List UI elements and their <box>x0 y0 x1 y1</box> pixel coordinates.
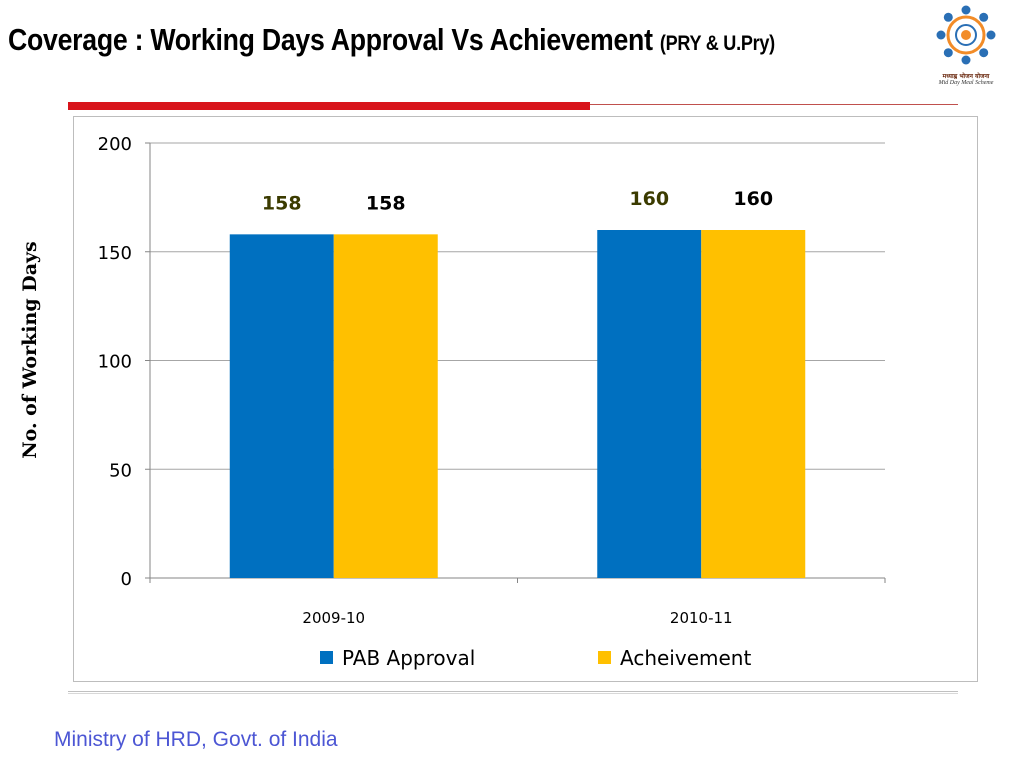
logo-english-text: Mid Day Meal Scheme <box>938 80 994 86</box>
y-tick-label: 50 <box>109 460 132 481</box>
data-label: 158 <box>262 192 302 214</box>
x-tick-label: 2009-10 <box>302 609 365 627</box>
footer-ministry-text: Ministry of HRD, Govt. of India <box>54 728 338 751</box>
slide-title: Coverage : Working Days Approval Vs Achi… <box>8 22 775 58</box>
slide-title-main: Coverage : Working Days Approval Vs Achi… <box>8 22 653 57</box>
footer-divider-2 <box>68 693 958 694</box>
y-axis-label: No. of Working Days <box>19 241 41 459</box>
bar-achievement <box>701 230 806 578</box>
x-tick-label: 2010-11 <box>670 609 733 627</box>
y-tick-label: 200 <box>98 134 132 155</box>
legend-label: PAB Approval <box>342 646 475 670</box>
legend-swatch-achievement <box>598 651 611 664</box>
mid-day-meal-logo: मध्याह्न भोजन योजना Mid Day Meal Scheme <box>928 2 1004 92</box>
data-label: 158 <box>366 192 406 214</box>
bar-pab <box>229 234 334 578</box>
footer-divider <box>68 691 958 692</box>
bar-achievement <box>333 234 438 578</box>
chart-frame: 0 50 100 150 200 158 158 2009-10 160 160 2010-11 PA… <box>73 116 978 682</box>
y-tick-label: 0 <box>121 569 132 590</box>
bar-pab <box>597 230 702 578</box>
title-divider-line <box>590 104 958 105</box>
logo-hindi-text: मध्याह्न भोजन योजना <box>942 73 990 80</box>
legend-label: Acheivement <box>620 646 751 670</box>
bar-chart: 0 50 100 150 200 158 158 2009-10 160 160 2010-11 PA… <box>98 134 886 670</box>
data-label: 160 <box>733 188 773 210</box>
title-accent-bar <box>68 102 590 110</box>
legend-swatch-pab <box>320 651 333 664</box>
data-label: 160 <box>629 188 669 210</box>
y-tick-label: 150 <box>98 243 132 264</box>
logo-emblem-icon <box>936 5 996 65</box>
y-tick-label: 100 <box>98 352 132 373</box>
slide-subtitle: (PRY & U.Pry) <box>659 32 775 55</box>
